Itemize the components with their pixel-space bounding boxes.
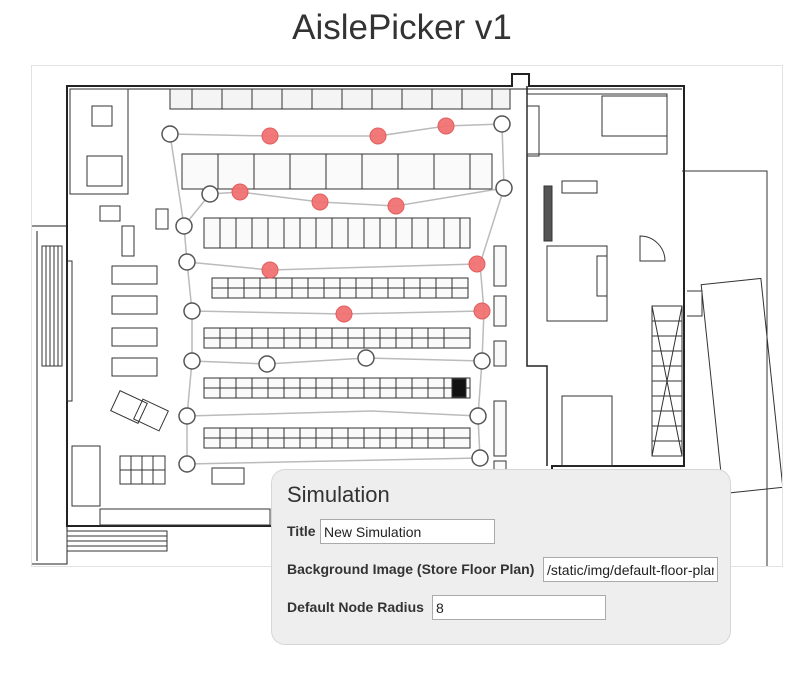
pick-node[interactable]: [473, 302, 491, 320]
path-node[interactable]: [175, 217, 193, 235]
pick-node[interactable]: [387, 197, 405, 215]
path-node[interactable]: [493, 115, 511, 133]
background-image-label: Background Image (Store Floor Plan): [287, 561, 535, 577]
path-node[interactable]: [201, 185, 219, 203]
background-image-input[interactable]: [543, 557, 718, 582]
path-node[interactable]: [178, 253, 196, 271]
path-node[interactable]: [183, 302, 201, 320]
path-node[interactable]: [183, 352, 201, 370]
simulation-panel: Simulation Title Background Image (Store…: [271, 469, 731, 645]
pick-node[interactable]: [261, 261, 279, 279]
panel-heading: Simulation: [287, 482, 390, 507]
path-node[interactable]: [357, 349, 375, 367]
pick-node[interactable]: [335, 305, 353, 323]
path-node[interactable]: [473, 352, 491, 370]
default-node-radius-label: Default Node Radius: [287, 599, 424, 615]
top-wall-shelving: [169, 88, 511, 110]
aisle-shelving: [181, 153, 507, 482]
pick-nodes[interactable]: [231, 117, 491, 323]
path-node[interactable]: [178, 407, 196, 425]
path-node[interactable]: [161, 125, 179, 143]
title-input[interactable]: [320, 519, 495, 544]
default-node-radius-input[interactable]: [432, 595, 606, 620]
pick-node[interactable]: [311, 193, 329, 211]
app-title: AislePicker v1: [292, 8, 512, 47]
path-nodes[interactable]: [161, 115, 513, 473]
path-node[interactable]: [178, 455, 196, 473]
back-office-rooms: [41, 88, 271, 552]
pick-node[interactable]: [261, 127, 279, 145]
path-node[interactable]: [495, 179, 513, 197]
title-label: Title: [287, 523, 316, 539]
back-room: [526, 93, 782, 566]
path-node[interactable]: [258, 355, 276, 373]
pick-node[interactable]: [369, 127, 387, 145]
path-node[interactable]: [469, 407, 487, 425]
path-node[interactable]: [471, 449, 489, 467]
pick-node[interactable]: [437, 117, 455, 135]
pick-node[interactable]: [468, 255, 486, 273]
pick-node[interactable]: [231, 183, 249, 201]
